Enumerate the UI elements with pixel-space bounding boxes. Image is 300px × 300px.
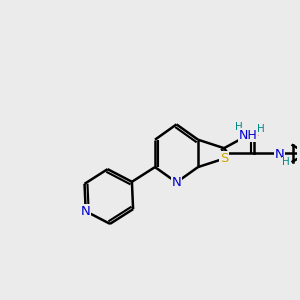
Text: H: H: [235, 122, 243, 132]
Text: H: H: [282, 157, 290, 167]
Text: H: H: [257, 124, 264, 134]
Text: N: N: [275, 148, 284, 161]
Text: N: N: [81, 205, 91, 218]
Text: O: O: [248, 128, 259, 141]
Text: N: N: [172, 176, 182, 189]
Text: S: S: [220, 152, 228, 165]
Text: NH: NH: [238, 129, 257, 142]
